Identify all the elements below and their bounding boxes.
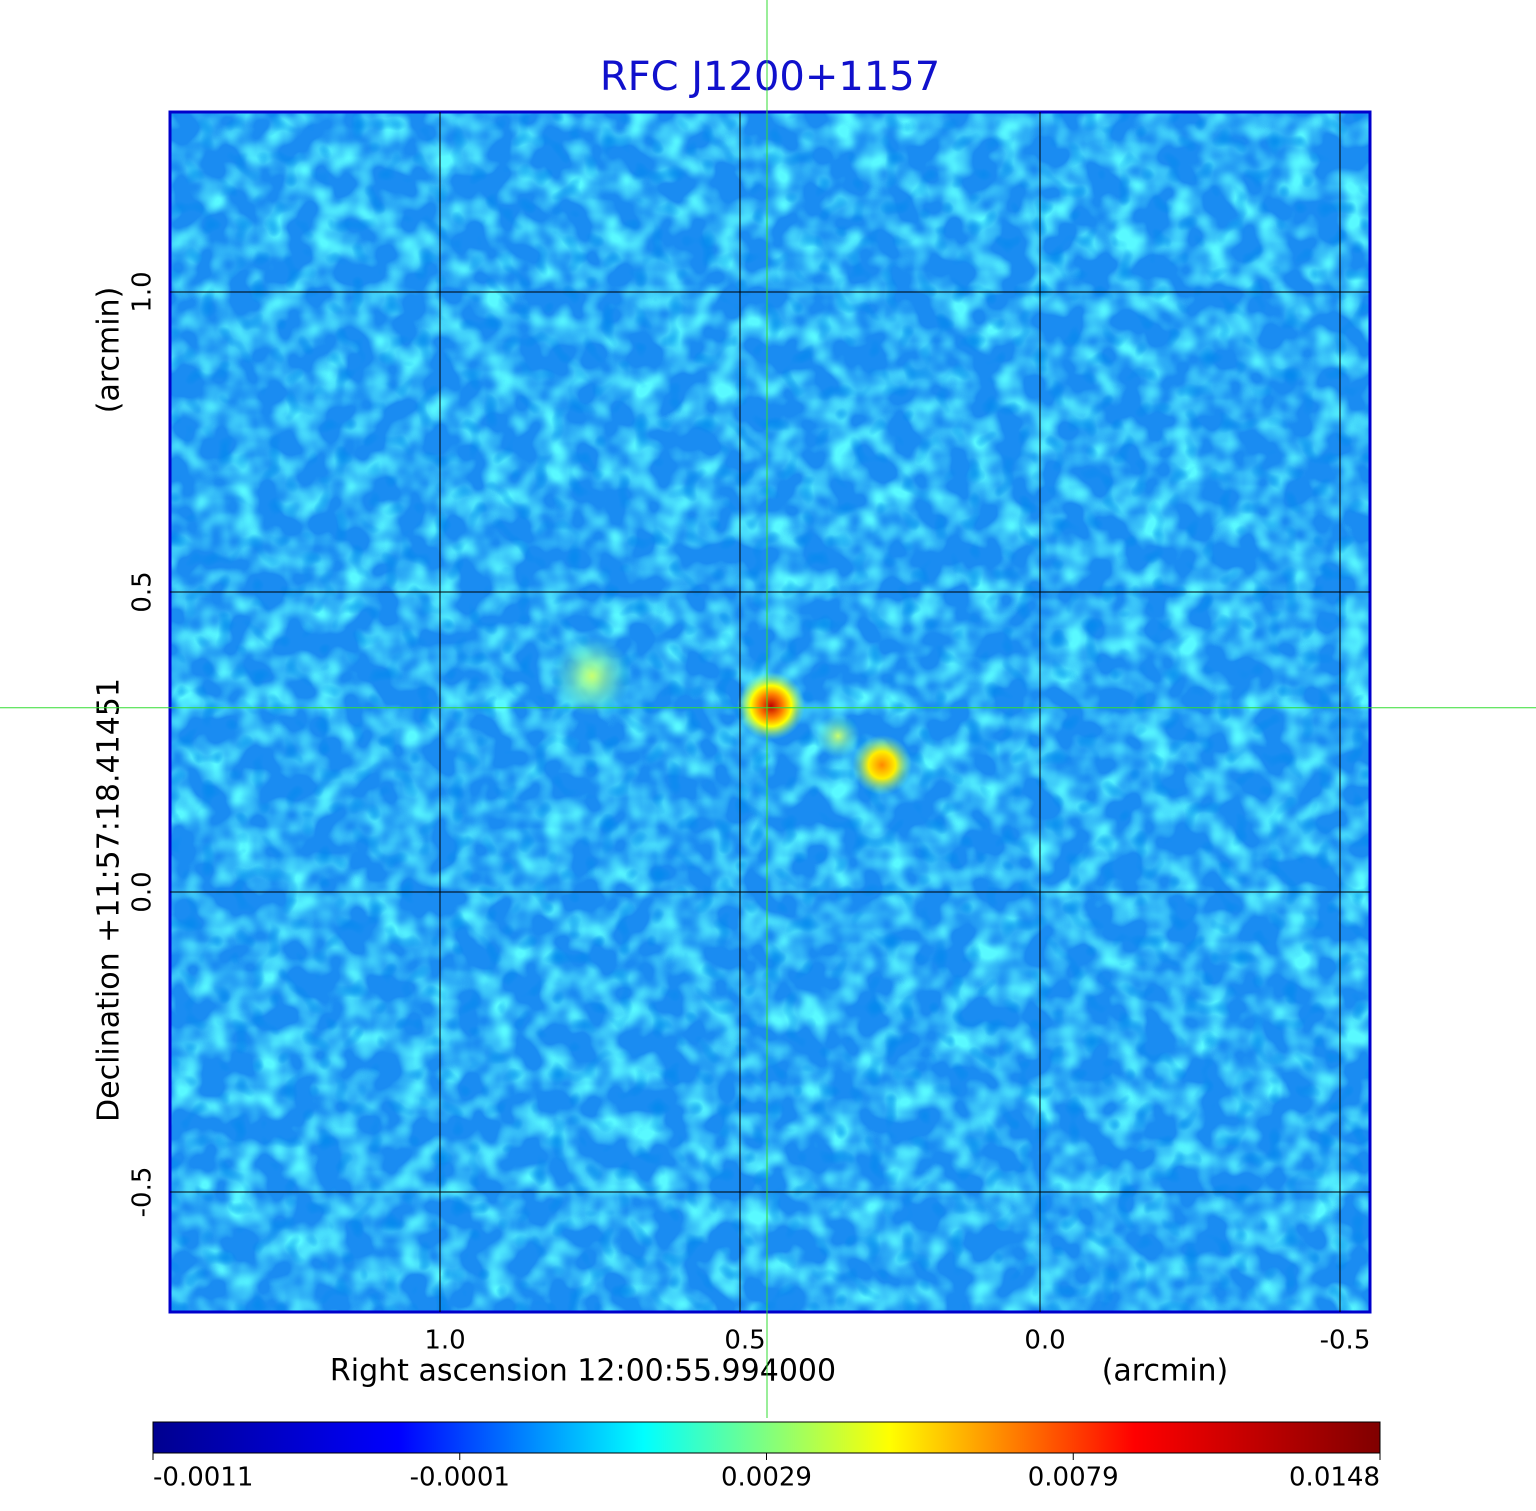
y-axis-unit: (arcmin) <box>92 287 127 414</box>
x-axis-label: Right ascension 12:00:55.994000 <box>330 1354 836 1389</box>
x-tick-label: 1.0 <box>424 1326 465 1356</box>
x-tick-label: -0.5 <box>1320 1326 1371 1356</box>
chart-title: RFC J1200+1157 <box>600 54 940 100</box>
colorbar <box>152 1421 1381 1454</box>
frame <box>168 110 1372 1314</box>
x-tick-label: 0.0 <box>1024 1326 1065 1356</box>
x-axis-unit: (arcmin) <box>1102 1354 1229 1389</box>
colorbar-tick-label: 0.0079 <box>1028 1463 1119 1493</box>
colorbar-tick-label: 0.0148 <box>1289 1463 1380 1493</box>
y-tick-label: 1.0 <box>128 271 158 312</box>
colorbar-tick-label: 0.0029 <box>721 1463 812 1493</box>
map <box>170 112 1370 1312</box>
x-tick-label: 0.5 <box>724 1326 765 1356</box>
y-tick-label: 0.0 <box>128 871 158 912</box>
y-axis-label: Declination +11:57:18.41451 <box>92 678 127 1122</box>
y-tick-label: -0.5 <box>128 1167 158 1218</box>
colorbar-tick-label: -0.0011 <box>153 1463 253 1493</box>
y-tick-label: 0.5 <box>128 571 158 612</box>
colorbar-tick-label: -0.0001 <box>410 1463 510 1493</box>
